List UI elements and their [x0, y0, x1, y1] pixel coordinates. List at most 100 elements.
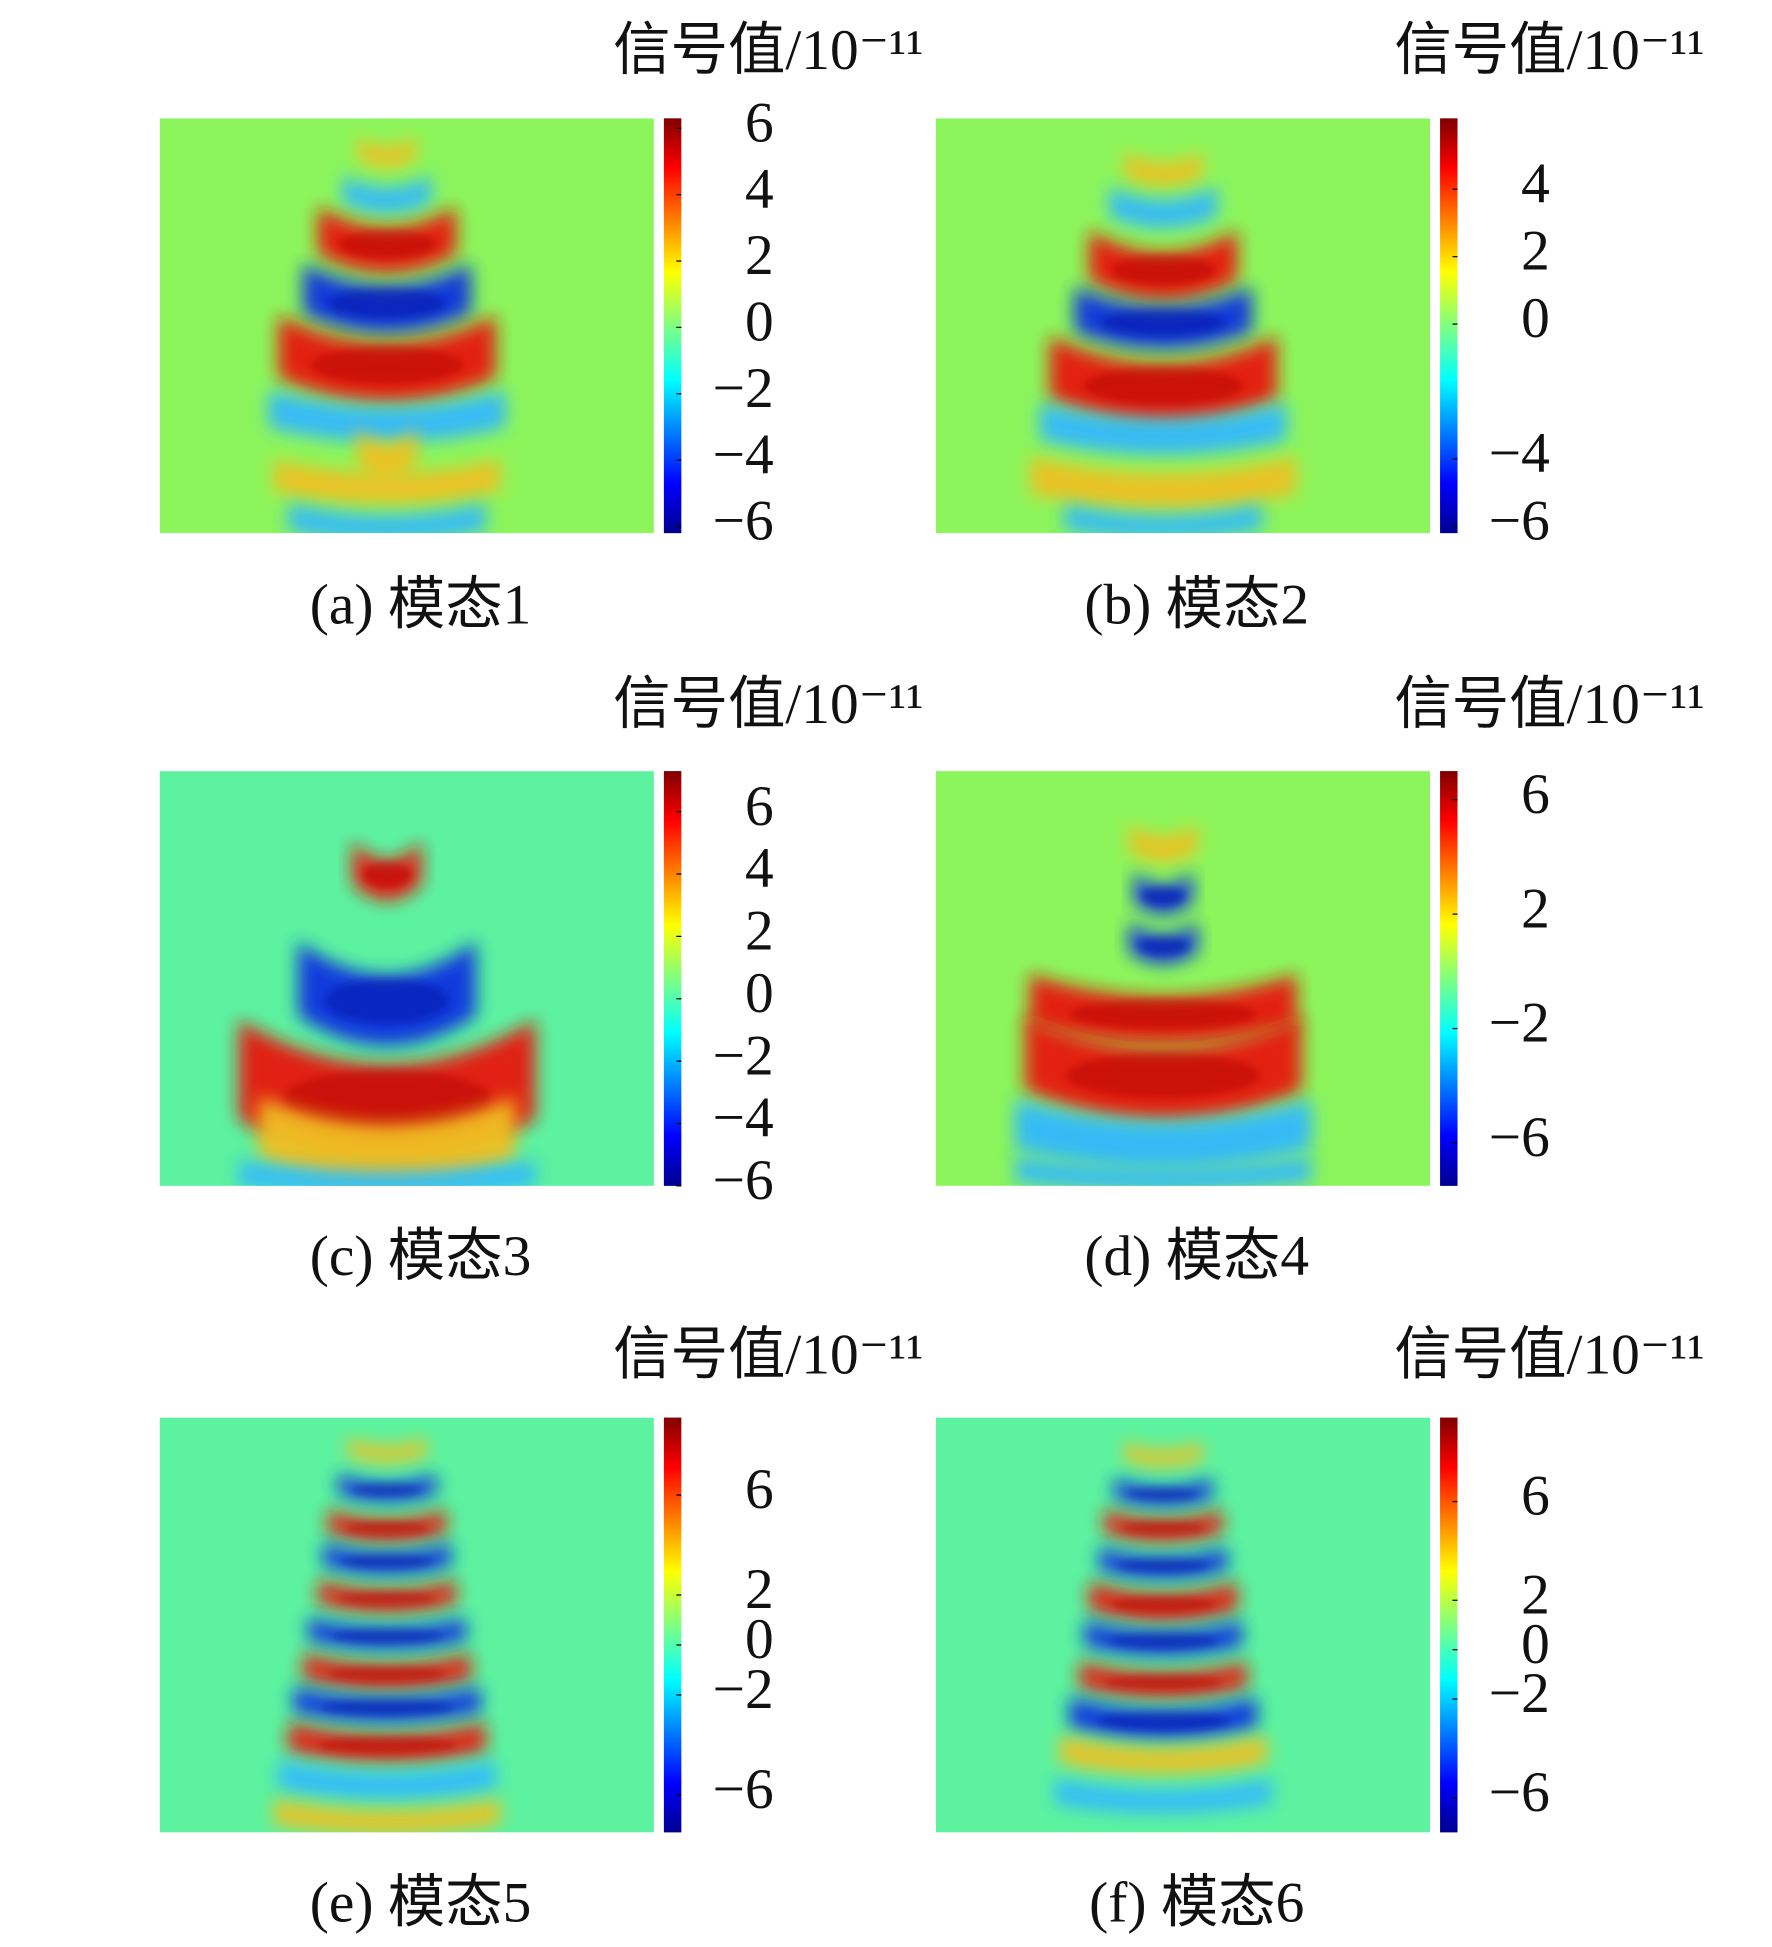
colorbar-tick-label: 6 [745, 1458, 774, 1521]
heatmap [935, 118, 1431, 534]
heatmap-core [1083, 367, 1243, 405]
colorbar-tick-label: 0 [745, 291, 774, 354]
caption: (a) 模态1 [310, 574, 532, 637]
colorbar-label: 信号值/10⁻¹¹ [613, 19, 923, 82]
heatmap [159, 118, 654, 534]
colorbar-tick-label: −2 [713, 357, 774, 420]
heatmap-core [310, 346, 464, 384]
caption: (f) 模态6 [1089, 1872, 1304, 1935]
heatmap-core [1118, 1558, 1209, 1573]
heatmap-core [321, 1699, 453, 1715]
colorbar-label: 信号值/10⁻¹¹ [613, 673, 923, 736]
heatmap-core [1100, 309, 1226, 337]
caption: (e) 模态5 [310, 1872, 532, 1935]
heatmap-core [1111, 255, 1216, 286]
colorbar-tick-label: 4 [745, 158, 774, 221]
caption: (d) 模态4 [1084, 1225, 1309, 1288]
heatmap-core [317, 1736, 457, 1754]
colorbar-tick-label: 0 [1521, 287, 1550, 350]
colorbar-tick-label: −6 [1489, 1106, 1550, 1169]
colorbar [663, 771, 682, 1186]
colorbar [663, 1417, 682, 1833]
colorbar-tick-label: −6 [713, 1758, 774, 1821]
caption: (c) 模态3 [310, 1225, 532, 1288]
heatmap [159, 1417, 654, 1833]
panel: 6 2 −2 −6 信号值/10⁻¹¹ (d) 模态4 [935, 673, 1705, 1288]
colorbar-tick-label: −4 [713, 423, 774, 486]
colorbar-label: 信号值/10⁻¹¹ [1394, 673, 1704, 736]
colorbar-tick-label: 0 [745, 1608, 774, 1671]
colorbar-tick-label: 0 [745, 962, 774, 1025]
colorbar [1440, 1417, 1458, 1833]
heatmap-band [1039, 402, 1287, 455]
heatmap [935, 1417, 1431, 1833]
heatmap-core [331, 1629, 443, 1643]
heatmap-core [1069, 999, 1257, 1030]
heatmap-band [1029, 456, 1297, 509]
colorbar-tick-label: 6 [745, 775, 774, 838]
heatmap-band [268, 390, 506, 443]
heatmap-core [338, 1591, 436, 1606]
heatmap-core [362, 862, 412, 888]
colorbar-tick-label: −2 [1489, 1662, 1550, 1725]
heatmap-band [1108, 186, 1218, 229]
heatmap-core [345, 1521, 429, 1535]
colorbar-tick-label: 2 [1521, 220, 1550, 283]
colorbar-tick-label: 0 [1521, 1613, 1550, 1676]
colorbar [1440, 118, 1458, 534]
heatmap-core [1142, 887, 1184, 906]
panel: 420 −4−6 信号值/10⁻¹¹ (b) 模态2 [935, 19, 1705, 637]
heatmap-band [258, 1096, 516, 1184]
heatmap-band [357, 427, 417, 480]
colorbar-tick-label: 6 [1521, 1465, 1550, 1528]
colorbar-tick-label: 4 [1521, 152, 1550, 215]
heatmap-band [1059, 1735, 1268, 1775]
heatmap-core [328, 288, 446, 319]
colorbar-tick-label: −2 [713, 1658, 774, 1721]
heatmap-band [1014, 1156, 1312, 1186]
heatmap-core [1121, 1521, 1205, 1535]
heatmap-band [288, 502, 486, 534]
colorbar-tick-label: 4 [745, 837, 774, 900]
heatmap-band [342, 175, 432, 214]
heatmap-core [352, 1483, 422, 1496]
colorbar [1440, 771, 1458, 1186]
heatmap-core [1107, 1633, 1219, 1649]
heatmap [935, 771, 1431, 1186]
heatmap-core [283, 1069, 491, 1130]
colorbar-tick-label: −2 [1489, 992, 1550, 1055]
colorbar-tick-label: −4 [713, 1087, 774, 1150]
colorbar-label: 信号值/10⁻¹¹ [1394, 19, 1704, 82]
colorbar-tick-label: −2 [713, 1024, 774, 1087]
colorbar-label: 信号值/10⁻¹¹ [613, 1323, 923, 1386]
colorbar-tick-label: −6 [713, 1149, 774, 1212]
panel: 6 20−2 −6 信号值/10⁻¹¹ (e) 模态5 [159, 1323, 923, 1935]
heatmap-band [273, 458, 501, 505]
colorbar-tick-label: 6 [745, 91, 774, 154]
heatmap-background [159, 1417, 654, 1833]
heatmap-core [1097, 1712, 1229, 1731]
heatmap-band [273, 1799, 501, 1833]
heatmap-core [338, 230, 436, 259]
colorbar-tick-label: −6 [1489, 1761, 1550, 1824]
heatmap-core [1128, 1488, 1198, 1501]
panel: 6 20−2 −6 信号值/10⁻¹¹ (f) 模态6 [935, 1323, 1705, 1935]
heatmap-band [1064, 504, 1263, 534]
heatmap-band [1123, 151, 1203, 187]
heatmap-band [238, 1160, 536, 1186]
heatmap-band [1123, 1442, 1203, 1467]
heatmap-band [1054, 1778, 1272, 1814]
heatmap-band [357, 136, 417, 168]
colorbar-tick-label: 2 [745, 224, 774, 287]
heatmap-core [1066, 1053, 1261, 1098]
colorbar-tick-label: 2 [1521, 877, 1550, 940]
heatmap-band [1128, 823, 1198, 863]
colorbar-label: 信号值/10⁻¹¹ [1394, 1323, 1704, 1386]
heatmap-band [347, 1437, 427, 1463]
heatmap-band [278, 1760, 496, 1799]
heatmap-core [324, 978, 450, 1024]
heatmap-core [1139, 937, 1188, 955]
heatmap-core [342, 1554, 433, 1568]
